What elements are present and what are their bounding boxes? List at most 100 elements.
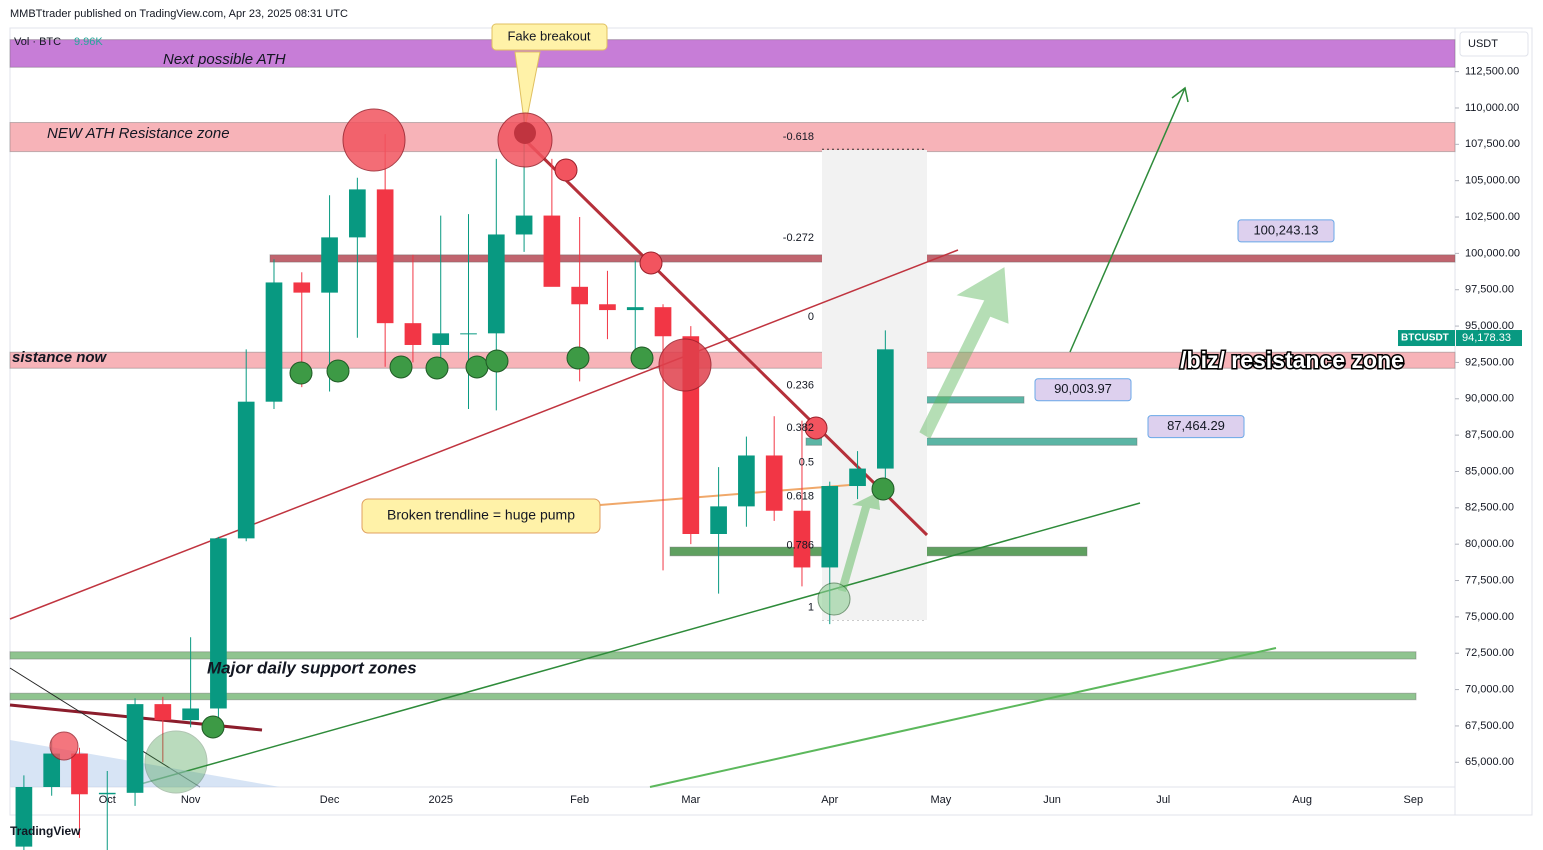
x-tick-label: Oct (99, 794, 116, 806)
trendline (129, 502, 1141, 788)
volume-label: Vol · BTC (14, 36, 61, 48)
trendline (9, 249, 959, 620)
frame (9, 27, 1533, 816)
circles (49, 108, 895, 794)
volume-value: 9.96K (74, 36, 103, 48)
zone (9, 39, 1456, 68)
callout (491, 23, 608, 51)
candle-body (849, 468, 866, 487)
candle-body (293, 282, 311, 293)
circle (554, 158, 578, 182)
header: MMBTtrader published on TradingView.com,… (10, 8, 348, 20)
candle-body (738, 455, 755, 507)
candle-body (765, 455, 783, 511)
zone-label: Next possible ATH (163, 51, 286, 68)
y-tick-label: 107,500.00 (1465, 138, 1520, 150)
candle-body (543, 215, 561, 287)
candle-body (877, 349, 894, 469)
circle (389, 355, 413, 379)
circle (658, 338, 712, 392)
currency: USDT (1468, 38, 1498, 50)
candle-body (793, 510, 811, 568)
candle-body (571, 286, 588, 305)
labels: Next possible ATH NEW ATH Resistance zone… (12, 51, 1522, 677)
circle (326, 359, 350, 383)
candle-body (349, 189, 366, 238)
zone (9, 122, 1456, 153)
price-note: 90,003.97 (1054, 381, 1112, 396)
fib-bg (822, 150, 927, 620)
x-tick-label: Dec (320, 794, 340, 806)
candle-body (710, 506, 727, 534)
circle (144, 730, 208, 794)
fib-label: 0.382 (786, 422, 814, 434)
candle-body (376, 189, 394, 324)
circle (49, 731, 79, 761)
candle-body (626, 307, 644, 311)
circle (465, 355, 489, 379)
y-tick-label: 90,000.00 (1465, 393, 1514, 405)
x-tick-label: Jun (1043, 794, 1061, 806)
circle (514, 122, 536, 144)
y-tick-label: 105,000.00 (1465, 175, 1520, 187)
fib-label: -0.272 (783, 232, 814, 244)
price-label: 94,178.33 (1462, 332, 1511, 344)
pointer (514, 51, 541, 129)
circle (201, 715, 225, 739)
candle-body (265, 282, 283, 402)
zone-label: NEW ATH Resistance zone (47, 125, 230, 142)
zones (9, 39, 1456, 701)
circle (639, 251, 663, 275)
candle-body (126, 704, 144, 793)
y-tick-label: 97,500.00 (1465, 284, 1514, 296)
x-tick-label: Feb (570, 794, 589, 806)
callout (361, 498, 601, 534)
x-tick-label: May (931, 794, 952, 806)
zone (805, 437, 1138, 446)
candle-body (182, 708, 199, 721)
fib-label: 1 (808, 602, 814, 614)
candle-body (487, 234, 505, 334)
circle (342, 108, 406, 172)
fib-label: 0.618 (786, 491, 814, 503)
y-tick-label: 82,500.00 (1465, 502, 1514, 514)
x-tick-label: 2025 (428, 794, 452, 806)
y-tick-label: 67,500.00 (1465, 720, 1514, 732)
footer-logo: TradingView (10, 824, 81, 838)
fib-label: -0.618 (783, 131, 814, 143)
candle-body (599, 304, 616, 311)
x-tick-label: Aug (1292, 794, 1312, 806)
y-tick-label: 72,500.00 (1465, 647, 1514, 659)
candle-body (654, 307, 672, 337)
candle-body (71, 753, 88, 795)
y-tick-label: 85,000.00 (1465, 465, 1514, 477)
circle (871, 477, 895, 501)
x-tick-label: Apr (821, 794, 838, 806)
zone-label: Major daily support zones (207, 658, 417, 677)
x-tick-label: Nov (181, 794, 201, 806)
candle-body (98, 792, 116, 795)
y-tick-label: 65,000.00 (1465, 756, 1514, 768)
circle (425, 356, 449, 380)
annotation: Broken trendline = huge pump (387, 507, 575, 523)
zone (9, 692, 1417, 701)
candle-body (821, 486, 839, 568)
y-tick-label: 92,500.00 (1465, 356, 1514, 368)
price-note-box (1237, 219, 1335, 243)
x-tick-label: Sep (1404, 794, 1424, 806)
trendline (649, 647, 1277, 788)
y-tick-label: 95,000.00 (1465, 320, 1514, 332)
y-tick-label: 80,000.00 (1465, 538, 1514, 550)
candle-body (15, 787, 33, 847)
trendline (9, 667, 201, 788)
price-tag (1456, 330, 1522, 347)
circle (289, 361, 313, 385)
candle-body (321, 237, 338, 293)
candle-body (210, 538, 227, 709)
candle-body (404, 323, 422, 345)
fib-label: 0.786 (786, 539, 814, 551)
candle-body (154, 704, 172, 721)
pointer (599, 484, 851, 506)
